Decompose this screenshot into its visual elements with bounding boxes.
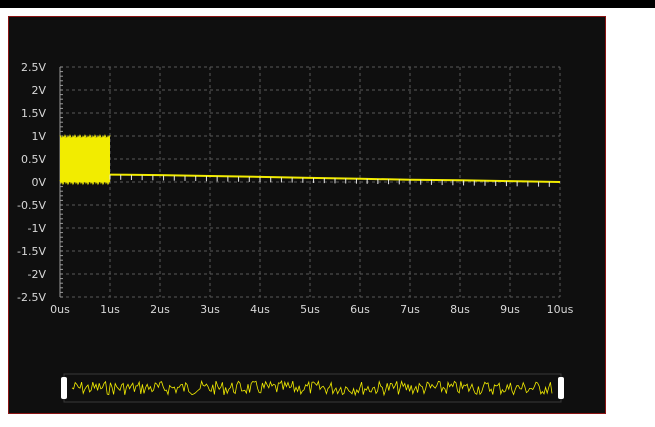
overview-strip[interactable] [61, 373, 564, 403]
waveform-trace [59, 134, 561, 187]
y-tick-label: 2.5V [21, 61, 46, 74]
x-tick-label: 1us [100, 303, 120, 316]
waveform-chart[interactable]: 2.5V2V1.5V1V0.5V0V-0.5V-1V-1.5V-2V-2.5V … [9, 17, 607, 415]
x-tick-label: 3us [200, 303, 220, 316]
x-tick-label: 2us [150, 303, 170, 316]
y-tick-label: -1V [28, 222, 47, 235]
top-bar [0, 0, 655, 8]
x-tick-label: 7us [400, 303, 420, 316]
overview-frame [63, 373, 562, 403]
y-tick-label: -2V [28, 268, 47, 281]
x-tick-label: 10us [547, 303, 574, 316]
x-tick-label: 4us [250, 303, 270, 316]
y-tick-label: -0.5V [17, 199, 46, 212]
x-axis-labels: 0us 1us 2us 3us 4us 5us 6us 7us 8us 9us 10us [50, 303, 573, 316]
overview-left-handle-icon[interactable] [61, 377, 67, 399]
y-tick-label: 0.5V [21, 153, 46, 166]
y-tick-label: -1.5V [17, 245, 46, 258]
burst-block [60, 137, 110, 182]
x-tick-label: 6us [350, 303, 370, 316]
y-tick-label: 1V [31, 130, 46, 143]
oscilloscope-panel: 2.5V 2V 1.5V 1V 0.5V 0V -0.5V -1V -1.5V -2V -2.5V … [8, 16, 606, 414]
x-tick-label: 9us [500, 303, 520, 316]
overview-right-handle-icon[interactable] [558, 377, 564, 399]
x-tick-label: 5us [300, 303, 320, 316]
y-tick-label: -2.5V [17, 291, 46, 304]
y-tick-label: 2V [31, 84, 46, 97]
burst-bottom-edge [59, 178, 111, 186]
x-tick-label: 8us [450, 303, 470, 316]
x-tick-label: 0us [50, 303, 70, 316]
burst-top-edge [59, 134, 111, 141]
y-axis-labels: 2.5V 2V 1.5V 1V 0.5V 0V -0.5V -1V -1.5V -2V -2.5V [17, 61, 46, 304]
y-tick-label: 1.5V [21, 107, 46, 120]
y-tick-label: 0V [31, 176, 46, 189]
overview-waveform [71, 379, 553, 397]
